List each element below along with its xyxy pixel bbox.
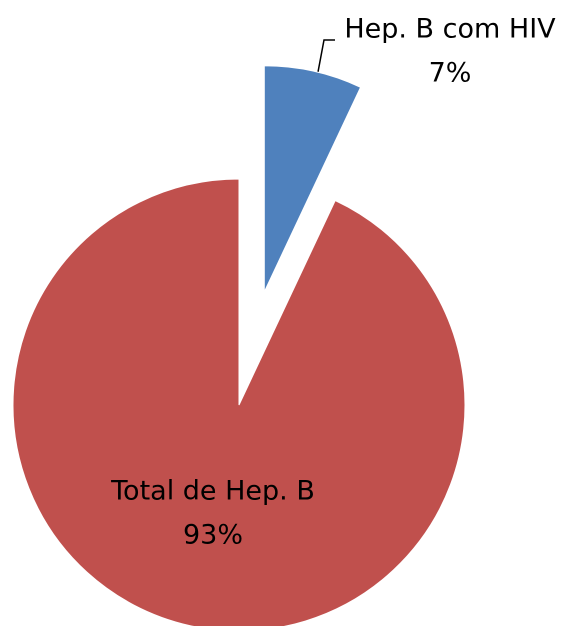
slice-label: Total de Hep. B [110, 476, 315, 507]
leader-line [317, 39, 335, 73]
pie-slice [263, 65, 362, 293]
slice-label: Hep. B com HIV [344, 14, 556, 45]
slice-value-label: 7% [429, 58, 472, 89]
pie-slice [12, 178, 466, 626]
slice-value-label: 93% [183, 520, 243, 551]
